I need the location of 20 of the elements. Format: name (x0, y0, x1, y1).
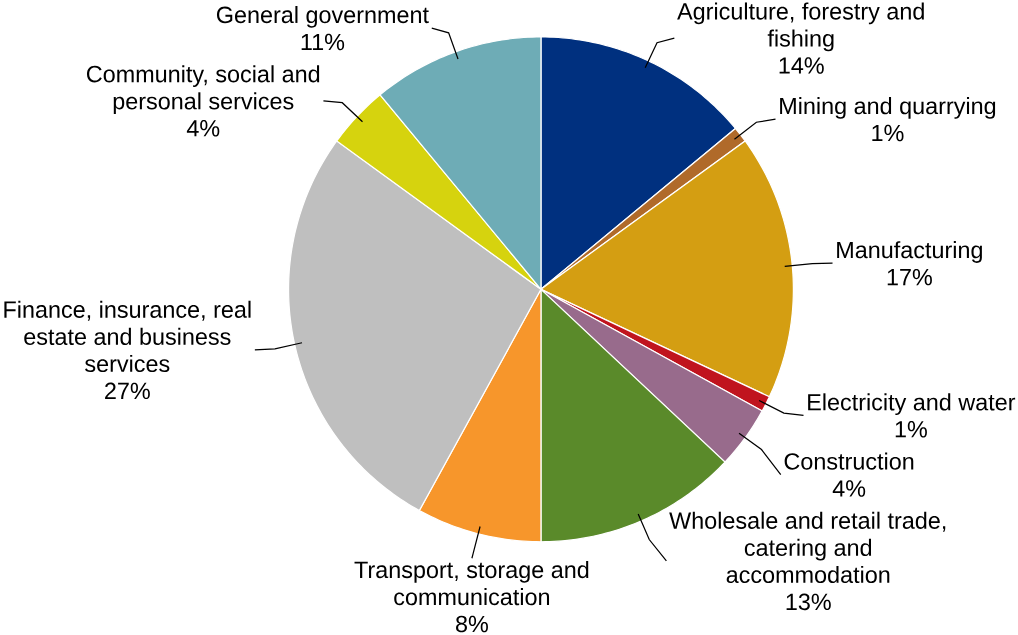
data-label: 17% (887, 269, 932, 286)
data-label: 13% (786, 593, 831, 611)
data-label: 27% (105, 382, 150, 400)
slice-label: Finance, insurance, real estate and business services (4, 300, 251, 373)
slice-label: Construction (784, 452, 914, 470)
slice-label: Electricity and water (808, 393, 1016, 416)
slice-label: Community, social and personal services (86, 65, 320, 115)
data-label: 11% (301, 33, 345, 51)
data-label: 4% (186, 120, 220, 137)
slice-label: Transport, storage and communication (354, 561, 589, 606)
slice-label: Manufacturing (837, 241, 982, 264)
data-label: 4% (832, 480, 866, 497)
slice-label: Agriculture, forestry and fishing (677, 2, 924, 52)
data-label: 14% (779, 57, 824, 74)
slice-label: Wholesale and retail trade, catering and accommodation (669, 511, 946, 584)
slice-label: Mining and quarrying (780, 97, 996, 119)
data-label: 1% (895, 421, 927, 438)
data-label: 8% (456, 615, 488, 633)
slice-label: General government (216, 6, 429, 28)
data-label: 1% (872, 124, 904, 142)
